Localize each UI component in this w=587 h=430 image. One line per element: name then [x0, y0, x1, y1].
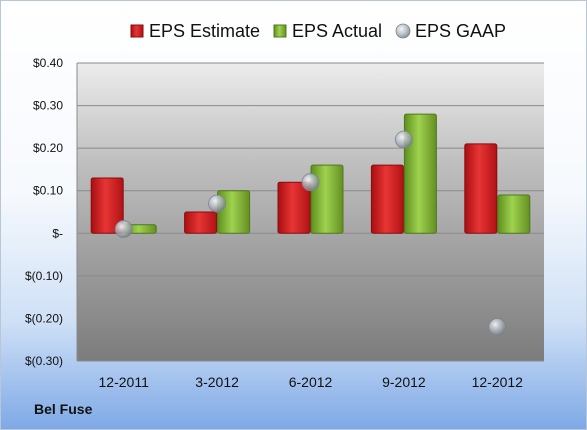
- x-category-label: 6-2012: [289, 374, 333, 390]
- eps-estimate-bar: [277, 181, 311, 234]
- y-tick-label: $0.30: [33, 99, 63, 113]
- eps-gaap-point: [208, 194, 227, 213]
- eps-gaap-point: [301, 173, 320, 192]
- x-category-label: 12-2011: [99, 374, 150, 390]
- y-tick-label: $-: [52, 226, 63, 240]
- x-category-label: 9-2012: [382, 374, 426, 390]
- y-tick-label: $(0.10): [25, 269, 63, 283]
- eps-gaap-point: [114, 220, 133, 238]
- eps-estimate-bar: [370, 164, 404, 234]
- eps-gaap-point: [488, 318, 507, 336]
- legend-eps-gaap-label: EPS GAAP: [415, 21, 506, 41]
- eps-estimate-bar: [184, 211, 218, 234]
- y-tick-label: $0.10: [33, 184, 63, 198]
- x-category-label: 12-2012: [472, 374, 524, 390]
- legend-eps-gaap-swatch: [395, 23, 411, 39]
- y-tick-label: $0.20: [33, 141, 63, 155]
- y-tick-label: $(0.20): [25, 311, 63, 325]
- eps-estimate-bar: [464, 143, 498, 234]
- eps-estimate-bar: [90, 177, 124, 234]
- y-tick-label: $0.40: [33, 56, 63, 70]
- legend-eps-actual-swatch: [273, 24, 287, 38]
- legend-eps-estimate-label: EPS Estimate: [149, 21, 260, 41]
- legend-eps-actual-label: EPS Actual: [292, 21, 382, 41]
- eps-actual-bar: [497, 194, 531, 234]
- company-label: Bel Fuse: [34, 401, 93, 417]
- eps-actual-bar: [403, 113, 437, 234]
- eps-gaap-point: [394, 130, 413, 149]
- y-tick-label: $(0.30): [25, 354, 63, 368]
- legend-eps-estimate-swatch: [130, 24, 144, 38]
- x-category-label: 3-2012: [195, 374, 239, 390]
